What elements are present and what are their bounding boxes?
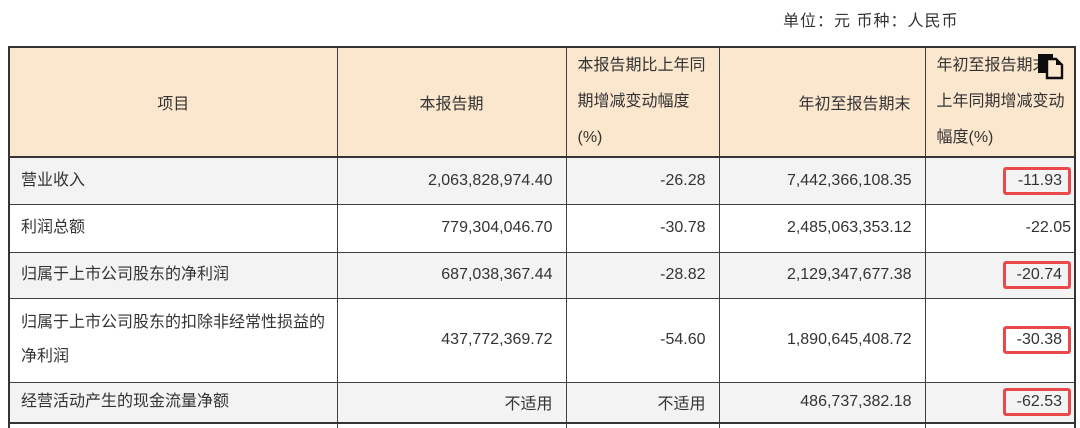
header-line: (%) [577,129,603,146]
item-cell: 利润总额 [8,203,338,253]
ytd-change-cell: -20.74 [924,251,1076,299]
current-change-cell: -26.28 [565,156,720,205]
ytd-cell: 486,737,382.18 [718,381,926,424]
header-row: 项目 本报告期 本报告期比上年同 期增减变动幅度 (%) 年初至报告期末 年初至… [8,46,1076,158]
current-change-cell: 不适用 [565,381,720,424]
current-period-cell: 2,063,828,974.40 [336,156,567,205]
ytd-change-cell: -11.93 [924,156,1076,205]
copy-icon[interactable] [1037,53,1065,80]
current-change-cell: -30.78 [565,203,720,253]
header-line: 年初至报告期末 [936,57,1049,74]
item-cell: 营业收入 [8,156,338,205]
ytd-change-cell: -62.53 [924,381,1076,424]
table-row: 归属于上市公司股东的扣除非经常性损益的净利润 437,772,369.72 -5… [8,297,1076,383]
ytd-change-value: -22.05 [1025,219,1071,236]
financial-summary-table: 项目 本报告期 本报告期比上年同 期增减变动幅度 (%) 年初至报告期末 年初至… [8,46,1076,428]
unit-note: 单位：元 币种：人民币 [783,13,959,30]
col-header-ytd: 年初至报告期末 [718,46,926,158]
item-cell: 归属于上市公司股东的净利润 [8,251,338,299]
ytd-cell: 2,485,063,353.12 [718,203,926,253]
current-change-cell: -54.60 [565,297,720,383]
col-header-ytd-change: 年初至报告期末 上年同期增减变动 幅度(%) [924,46,1076,158]
current-period-cell: 437,772,369.72 [336,297,567,383]
current-period-cell: 687,038,367.44 [336,251,567,299]
header-line: 上年同期增减变动 [936,93,1065,110]
highlight-box: -30.38 [1003,326,1071,354]
table-row: 营业收入 2,063,828,974.40 -26.28 7,442,366,1… [8,156,1076,205]
item-cell: 归属于上市公司股东的扣除非经常性损益的净利润 [8,297,338,383]
ytd-cell: 7,442,366,108.35 [718,156,926,205]
ytd-cell [718,422,926,428]
ytd-change-cell: -22.05 [924,203,1076,253]
header-line: 期增减变动幅度 [577,93,690,110]
item-cell: 经营活动产生的现金流量净额 [8,381,338,424]
table-row: 经营活动产生的现金流量净额 不适用 不适用 486,737,382.18 -62… [8,381,1076,424]
col-header-item: 项目 [8,46,338,158]
table-row: 利润总额 779,304,046.70 -30.78 2,485,063,353… [8,203,1076,253]
highlight-box: -62.53 [1003,388,1071,417]
col-header-current-change: 本报告期比上年同 期增减变动幅度 (%) [565,46,720,158]
item-cell [8,422,338,428]
table-row: 归属于上市公司股东的净利润 687,038,367.44 -28.82 2,12… [8,251,1076,299]
highlight-box: -20.74 [1003,261,1071,289]
header-line: 本报告期比上年同 [577,57,706,74]
current-period-cell [336,422,567,428]
table-row-partial [8,422,1076,428]
ytd-cell: 2,129,347,677.38 [718,251,926,299]
current-change-cell: -28.82 [565,251,720,299]
current-change-cell [565,422,720,428]
current-period-cell: 779,304,046.70 [336,203,567,253]
highlight-box: -11.93 [1003,166,1071,195]
ytd-cell: 1,890,645,408.72 [718,297,926,383]
ytd-change-cell [924,422,1076,428]
col-header-current-period: 本报告期 [336,46,567,158]
header-line: 幅度(%) [936,129,994,146]
ytd-change-cell: -30.38 [924,297,1076,383]
current-period-cell: 不适用 [336,381,567,424]
